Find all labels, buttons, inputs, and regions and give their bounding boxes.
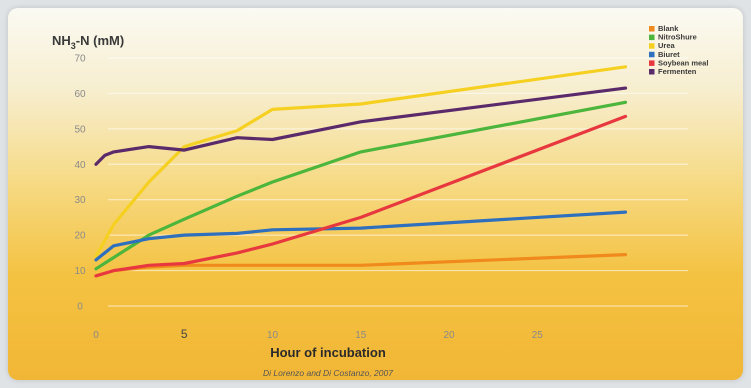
y-tick-label: 40	[74, 160, 86, 171]
y-axis-title-rest: -N (mM)	[76, 33, 124, 48]
y-tick-label: 0	[77, 302, 83, 313]
x-tick-label: 25	[532, 330, 544, 341]
y-tick-label: 60	[74, 89, 86, 100]
legend-swatch	[649, 34, 655, 41]
series-line-fermenten	[94, 86, 628, 166]
legend-swatch	[649, 69, 655, 75]
y-tick-labels: 0 10 20 30 40 50 60 70	[74, 53, 86, 312]
legend-swatch	[649, 60, 655, 66]
series-line-urea	[94, 65, 628, 258]
legend-label: Fermenten	[658, 67, 697, 76]
legend-swatch	[649, 51, 655, 58]
legend-swatch	[649, 26, 655, 32]
y-axis-title-main: NH	[52, 33, 71, 48]
y-tick-label: 20	[74, 231, 86, 242]
legend-label: Soybean meal	[658, 58, 708, 67]
chart-card: 0 10 20 30 40 50 60 70 0 5 10 15 20 25 NH3-N (mM) Ho…	[8, 8, 743, 380]
series-line-biuret	[94, 210, 628, 262]
series-line-nitroshure	[94, 100, 628, 271]
legend-label: NitroShure	[658, 33, 697, 42]
x-tick-label: 15	[355, 330, 367, 341]
y-tick-label: 50	[74, 124, 86, 135]
y-axis-title-subscript: 3	[71, 41, 76, 51]
grid-lines	[108, 57, 688, 307]
legend-label: Blank	[658, 24, 679, 33]
x-tick-label: 10	[267, 330, 279, 341]
series-lines	[94, 65, 628, 278]
y-tick-label: 70	[74, 53, 86, 64]
x-axis-title: Hour of incubation	[270, 345, 386, 360]
line-chart: 0 10 20 30 40 50 60 70 0 5 10 15 20 25 NH3-N (mM) Ho…	[52, 24, 708, 378]
legend-label: Urea	[658, 41, 676, 50]
x-tick-label: 20	[443, 330, 455, 341]
legend-swatch	[649, 43, 655, 49]
x-tick-label: 5	[181, 327, 188, 341]
y-tick-label: 10	[74, 266, 86, 277]
legend-label: Biuret	[658, 50, 680, 59]
series-line-soybean-meal	[94, 114, 628, 278]
x-tick-label: 0	[93, 330, 99, 341]
source-credit: Di Lorenzo and Di Costanzo, 2007	[263, 368, 393, 378]
y-axis-title: NH3-N (mM)	[52, 33, 124, 51]
y-tick-label: 30	[74, 195, 86, 206]
x-tick-labels: 0 5 10 15 20 25	[93, 327, 543, 341]
